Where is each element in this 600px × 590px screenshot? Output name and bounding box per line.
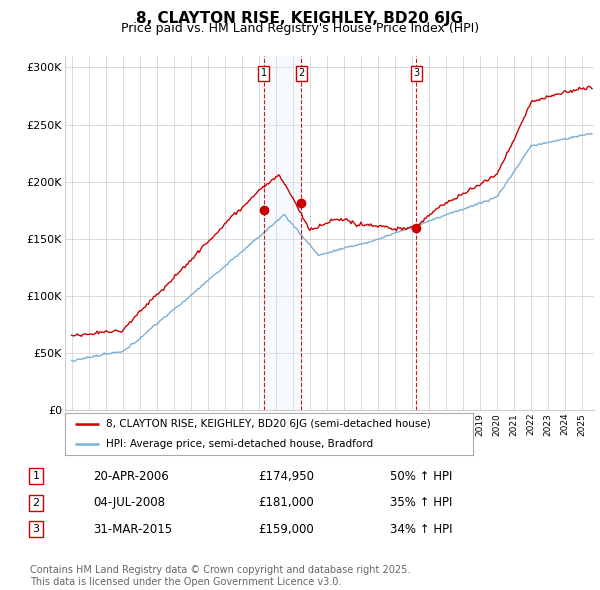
Text: 8, CLAYTON RISE, KEIGHLEY, BD20 6JG: 8, CLAYTON RISE, KEIGHLEY, BD20 6JG [137,11,464,25]
Text: 20-APR-2006: 20-APR-2006 [93,470,169,483]
Text: 35% ↑ HPI: 35% ↑ HPI [390,496,452,509]
Text: £159,000: £159,000 [258,523,314,536]
Text: 04-JUL-2008: 04-JUL-2008 [93,496,165,509]
Text: 1: 1 [32,471,40,481]
Text: HPI: Average price, semi-detached house, Bradford: HPI: Average price, semi-detached house,… [106,439,373,449]
Text: £181,000: £181,000 [258,496,314,509]
Text: 1: 1 [261,68,267,78]
Text: 2: 2 [298,68,304,78]
Bar [264,56,301,410]
Text: 50% ↑ HPI: 50% ↑ HPI [390,470,452,483]
Text: £174,950: £174,950 [258,470,314,483]
Text: 8, CLAYTON RISE, KEIGHLEY, BD20 6JG (semi-detached house): 8, CLAYTON RISE, KEIGHLEY, BD20 6JG (sem… [106,419,430,430]
Text: 34% ↑ HPI: 34% ↑ HPI [390,523,452,536]
Text: Contains HM Land Registry data © Crown copyright and database right 2025.
This d: Contains HM Land Registry data © Crown c… [30,565,410,587]
Text: 3: 3 [32,525,40,534]
Text: 3: 3 [413,68,419,78]
Text: 2: 2 [32,498,40,507]
Text: Price paid vs. HM Land Registry's House Price Index (HPI): Price paid vs. HM Land Registry's House … [121,22,479,35]
Text: 31-MAR-2015: 31-MAR-2015 [93,523,172,536]
